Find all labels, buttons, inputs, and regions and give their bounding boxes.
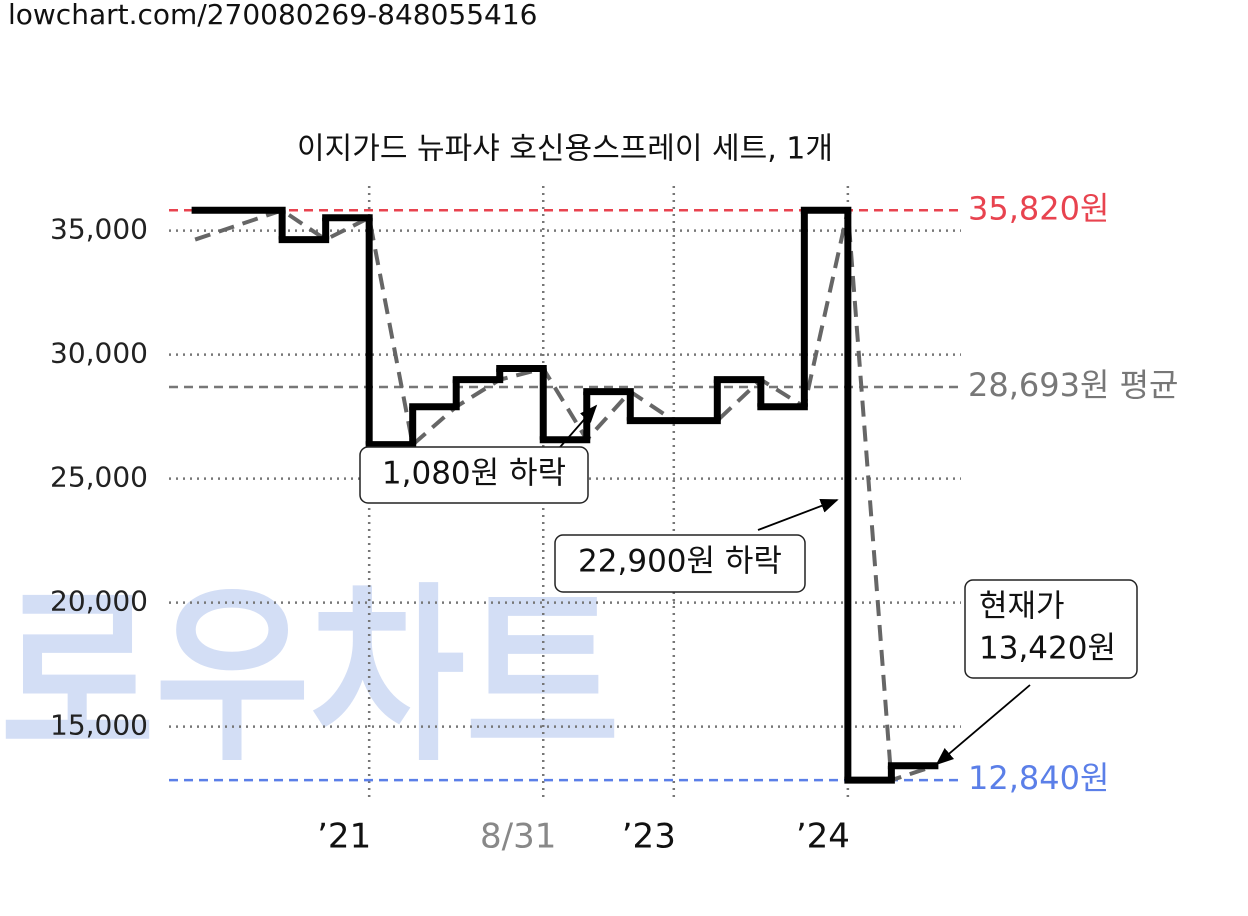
x-tick-label: ’23 [622, 817, 676, 857]
x-tick-label: ’21 [317, 817, 371, 857]
annotation-box [359, 446, 589, 504]
chart-title: 이지가드 뉴파샤 호신용스프레이 세트, 1개 [297, 132, 833, 167]
annotation-box [554, 534, 806, 593]
x-tick-label: 8/31 [480, 817, 556, 857]
annotation-text: 13,420원 [979, 631, 1116, 667]
x-tick-label: ’24 [796, 817, 850, 857]
annotation-arrow [757, 499, 839, 531]
reference-label: 28,693원 평균 [968, 366, 1178, 404]
annotation-arrow [935, 684, 1031, 766]
reference-label: 12,840원 [968, 759, 1109, 797]
step-line [191, 206, 939, 784]
annotation-box [964, 579, 1138, 679]
annotation-text: 현재가 [979, 589, 1065, 625]
reference-label: 35,820원 [968, 189, 1109, 227]
y-tick-label: 15,000 [50, 709, 148, 742]
y-tick-label: 35,000 [50, 213, 148, 246]
url: lowchart.com/270080269-848055416 [8, 0, 538, 31]
annotation-text: 1,080원 하락 [382, 456, 566, 492]
y-tick-label: 30,000 [50, 337, 148, 370]
annotation-text: 22,900원 하락 [578, 544, 782, 580]
y-tick-label: 25,000 [50, 461, 148, 494]
y-tick-label: 20,000 [50, 585, 148, 618]
